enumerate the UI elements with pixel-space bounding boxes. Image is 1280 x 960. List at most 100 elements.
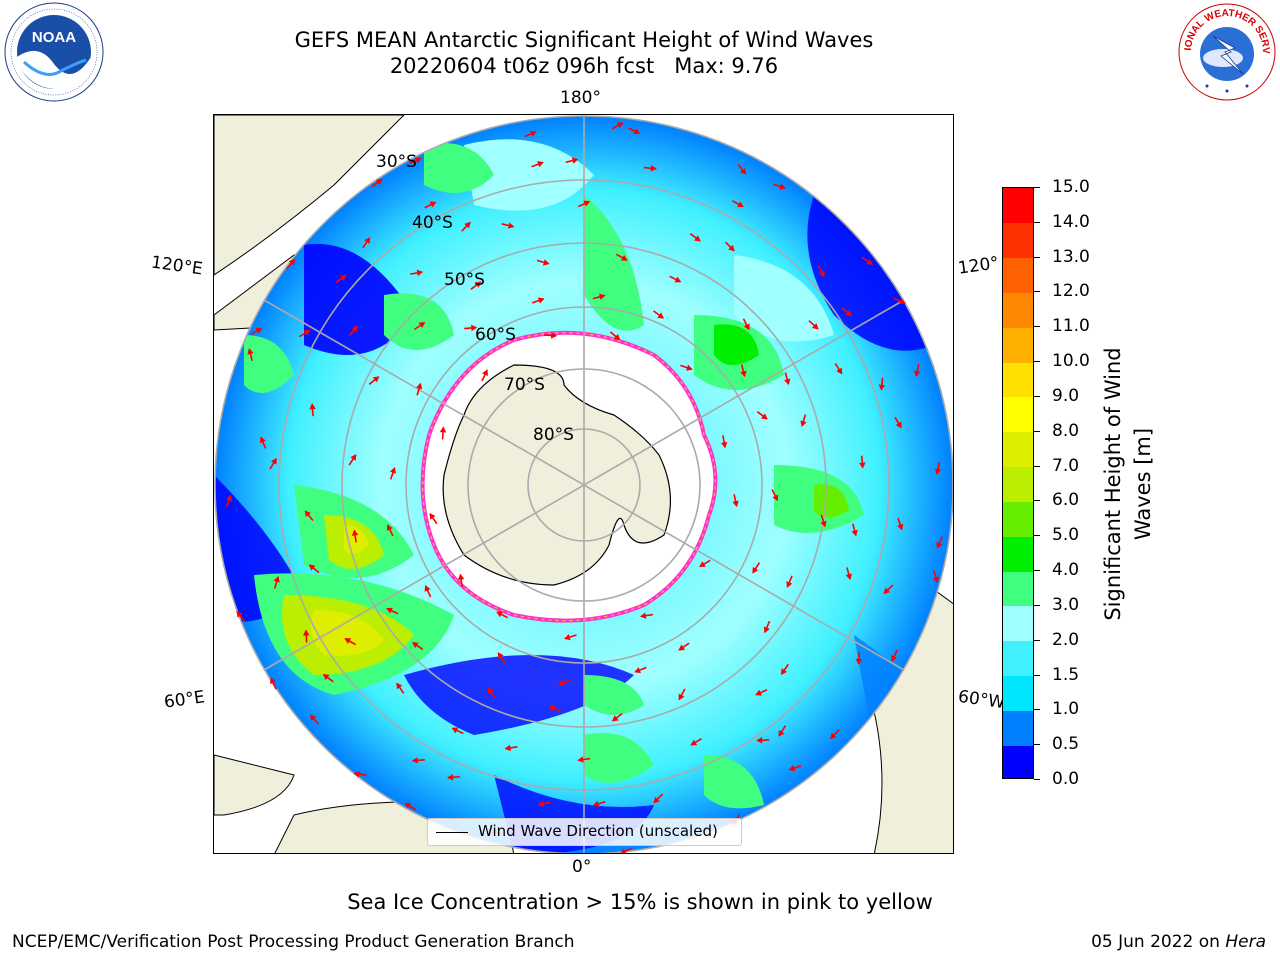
- wind-wave-arrowhead: [699, 561, 706, 568]
- colorbar-segment: [1003, 640, 1033, 677]
- chart-subtitle-forecast: 20220604 t06z 096h fcst Max: 9.76: [389, 54, 779, 78]
- wind-wave-arrowhead: [755, 689, 762, 696]
- wind-wave-arrowhead: [752, 566, 759, 574]
- wind-wave-arrowhead: [577, 756, 584, 763]
- wind-wave-arrowhead: [639, 612, 647, 619]
- wind-wave-arrowhead: [375, 178, 383, 185]
- wind-wave-arrowhead: [934, 468, 942, 476]
- wind-wave-arrowhead: [845, 573, 852, 581]
- colorbar-tick: [1034, 465, 1040, 467]
- wind-wave-arrowhead: [756, 737, 763, 744]
- wind-wave-arrowhead: [344, 638, 352, 644]
- colorbar-segment: [1003, 466, 1033, 502]
- wind-wave-arrowhead: [308, 564, 316, 571]
- wind-wave-arrowhead: [389, 466, 397, 474]
- colorbar-tick: [1034, 256, 1040, 258]
- wind-wave-arrowhead: [471, 324, 478, 332]
- wind-wave-arrowhead: [613, 333, 621, 341]
- wind-wave-arrowhead: [899, 298, 906, 305]
- wind-wave-arrowhead: [678, 644, 686, 651]
- wind-wave-arrowhead: [737, 201, 744, 208]
- lon-label-0: 0°: [572, 857, 592, 877]
- wind-wave-arrowhead: [564, 634, 571, 641]
- wind-wave-arrowhead: [690, 739, 698, 746]
- wind-wave-arrowhead: [303, 329, 311, 336]
- wind-wave-arrowhead: [761, 413, 768, 420]
- wind-wave-arrowhead: [779, 183, 786, 190]
- colorbar-tick: [1034, 570, 1040, 572]
- wind-wave-arrowhead: [812, 323, 819, 330]
- colorbar-tick-label: 4.0: [1052, 560, 1080, 581]
- wind-wave-arrowhead: [353, 770, 360, 778]
- wind-wave-arrowhead: [429, 512, 436, 520]
- wind-wave-arrowhead: [416, 382, 423, 390]
- wind-wave-arrowhead: [364, 237, 371, 244]
- wind-wave-arrowhead: [225, 494, 233, 502]
- colorbar-title-text: Significant Height of Wind Waves [m]: [1101, 347, 1155, 621]
- colorbar-tick: [1034, 535, 1040, 537]
- wind-wave-arrowhead: [464, 221, 471, 229]
- colorbar-tick-label: 13.0: [1052, 246, 1090, 267]
- colorbar-tick: [1034, 395, 1040, 397]
- wind-wave-arrowhead: [372, 376, 380, 383]
- colorbar-tick-label: 0.5: [1052, 734, 1080, 755]
- wind-wave-arrowhead: [932, 576, 939, 584]
- wind-wave-arrowhead: [429, 201, 437, 208]
- wind-wave-arrowhead: [657, 312, 665, 319]
- colorbar-tick-label: 10.0: [1052, 351, 1090, 372]
- wind-wave-arrowhead: [537, 297, 545, 304]
- colorbar-segment: [1003, 571, 1033, 607]
- wind-wave-arrowhead: [598, 293, 606, 300]
- wind-wave-arrowhead: [694, 235, 701, 242]
- wind-wave-arrowhead: [772, 494, 779, 502]
- colorbar-tick: [1034, 361, 1040, 363]
- wind-wave-arrowhead: [351, 325, 358, 333]
- wind-wave-arrowhead: [247, 348, 254, 355]
- wind-wave-arrowhead: [418, 322, 426, 329]
- colorbar-tick: [1034, 709, 1040, 711]
- wind-wave-arrowhead: [529, 130, 537, 137]
- colorbar-segment: [1003, 745, 1033, 778]
- colorbar-tick-label: 8.0: [1052, 420, 1080, 441]
- wind-wave-arrowhead: [507, 222, 515, 229]
- wind-wave-arrowhead: [548, 705, 556, 712]
- wind-wave-arrowhead: [728, 244, 735, 252]
- colorbar-tick: [1034, 291, 1040, 293]
- wind-wave-arrowhead: [914, 370, 921, 377]
- wind-wave-arrowhead: [851, 529, 858, 537]
- wind-wave-arrowhead: [571, 157, 579, 164]
- wind-wave-arrowhead: [800, 420, 807, 428]
- wind-wave-arrowhead: [786, 581, 793, 588]
- colorbar-tick: [1034, 639, 1040, 641]
- wind-wave-arrowhead: [259, 436, 266, 444]
- wind-wave-arrowhead: [288, 258, 296, 266]
- wind-wave-arrowhead: [303, 629, 310, 636]
- legend-label: Wind Wave Direction (unscaled): [478, 822, 718, 840]
- colorbar-segment: [1003, 431, 1033, 468]
- wind-wave-arrowhead: [550, 332, 558, 339]
- wind-wave-arrowhead: [780, 668, 787, 675]
- wind-wave-arrowhead: [678, 693, 685, 701]
- colorbar-segment: [1003, 396, 1033, 433]
- wind-wave-arrowhead: [414, 157, 422, 164]
- wind-wave-arrowhead: [386, 524, 393, 531]
- wind-wave-arrowhead: [897, 523, 904, 531]
- wind-wave-arrowhead: [686, 364, 693, 371]
- colorbar-segment: [1003, 605, 1033, 642]
- wind-wave-arrowhead: [339, 274, 347, 281]
- wind-wave-arrowhead: [836, 367, 843, 375]
- colorbar-segment: [1003, 222, 1033, 259]
- colorbar-tick-label: 12.0: [1052, 281, 1090, 302]
- colorbar-tick: [1034, 604, 1040, 606]
- colorbar-tick-label: 7.0: [1052, 455, 1080, 476]
- wind-wave-arrowhead: [474, 281, 482, 288]
- wind-wave-arrowhead: [891, 655, 898, 662]
- wind-wave-arrowhead: [236, 611, 243, 618]
- wind-wave-arrowhead: [386, 607, 393, 614]
- wind-wave-arrowhead: [616, 122, 624, 129]
- wind-wave-arrowhead: [351, 529, 359, 536]
- colorbar-segment: [1003, 327, 1033, 363]
- colorbar-tick: [1034, 500, 1040, 502]
- colorbar: [1002, 187, 1034, 779]
- wind-wave-arrowhead: [558, 679, 565, 686]
